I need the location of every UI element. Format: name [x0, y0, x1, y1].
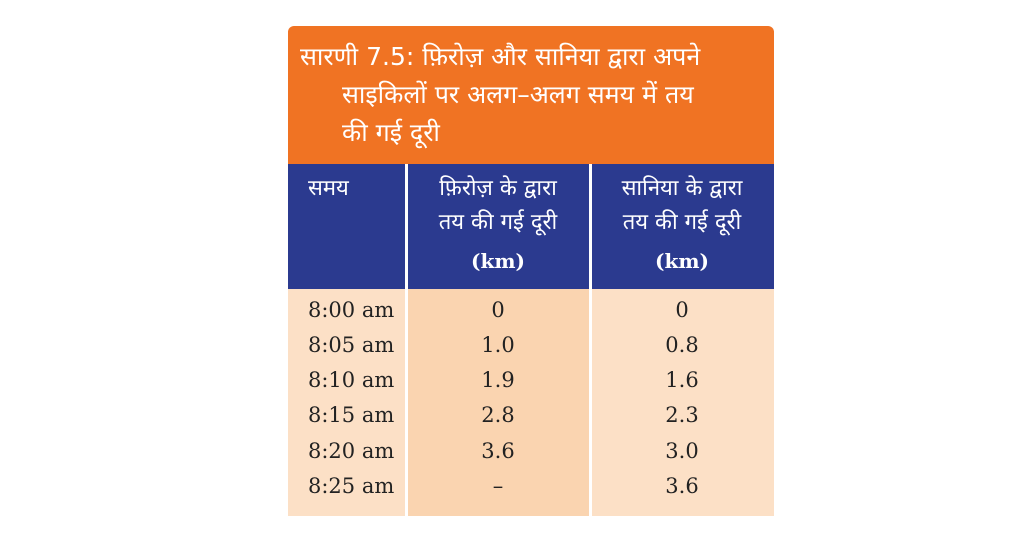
caption-line-2: साइकिलों पर अलग–अलग समय में तय [342, 80, 694, 109]
table-row: 8:25 am – 3.6 [288, 470, 774, 505]
cell-saniya-distance: 1.6 [665, 368, 699, 392]
cell-saniya-distance: 0.8 [665, 333, 699, 357]
table-row: 8:10 am 1.9 1.6 [288, 364, 774, 399]
header-saniya-line-1: सानिया के द्वारा [621, 176, 743, 201]
cell-firoz-distance: – [492, 474, 504, 498]
header-saniya-line-2: तय की गई दूरी [622, 210, 742, 235]
cell-time: 8:10 am [308, 368, 395, 392]
cell-firoz-distance: 3.6 [481, 439, 515, 463]
distance-table: समय फ़िरोज़ के द्वारा तय की गई दूरी (km)… [288, 164, 774, 516]
column-divider [589, 164, 592, 516]
header-firoz-line-2: तय की गई दूरी [438, 210, 558, 235]
cell-time: 8:25 am [308, 474, 395, 498]
caption-line-1: सारणी 7.5: फ़िरोज़ और सानिया द्वारा अपने [300, 42, 701, 71]
cell-saniya-distance: 3.0 [665, 439, 699, 463]
table-row: 8:05 am 1.0 0.8 [288, 329, 774, 364]
cell-time: 8:00 am [308, 298, 395, 322]
table-row: 8:15 am 2.8 2.3 [288, 399, 774, 434]
table-caption: सारणी 7.5: फ़िरोज़ और सानिया द्वारा अपने… [288, 26, 774, 164]
cell-time: 8:20 am [308, 439, 395, 463]
cell-firoz-distance: 1.9 [481, 368, 515, 392]
cell-firoz-distance: 2.8 [481, 403, 515, 427]
header-saniya-unit: (km) [655, 249, 709, 273]
cell-saniya-distance: 3.6 [665, 474, 699, 498]
cell-time: 8:15 am [308, 403, 395, 427]
column-divider [405, 164, 408, 516]
header-firoz-line-1: फ़िरोज़ के द्वारा [439, 176, 557, 201]
caption-line-3: की गई दूरी [342, 118, 440, 147]
cell-time: 8:05 am [308, 333, 395, 357]
table-row: 8:00 am 0 0 [288, 294, 774, 329]
table-row: 8:20 am 3.6 3.0 [288, 435, 774, 470]
cell-firoz-distance: 1.0 [481, 333, 515, 357]
cell-saniya-distance: 0 [675, 298, 689, 322]
header-saniya: सानिया के द्वारा तय की गई दूरी (km) [590, 172, 774, 278]
cell-firoz-distance: 0 [491, 298, 505, 322]
header-time: समय [308, 176, 349, 201]
cell-saniya-distance: 2.3 [665, 403, 699, 427]
header-firoz: फ़िरोज़ के द्वारा तय की गई दूरी (km) [406, 172, 590, 278]
firoz-column-background [406, 289, 590, 516]
table-header: समय फ़िरोज़ के द्वारा तय की गई दूरी (km)… [288, 164, 774, 289]
header-firoz-unit: (km) [471, 249, 525, 273]
